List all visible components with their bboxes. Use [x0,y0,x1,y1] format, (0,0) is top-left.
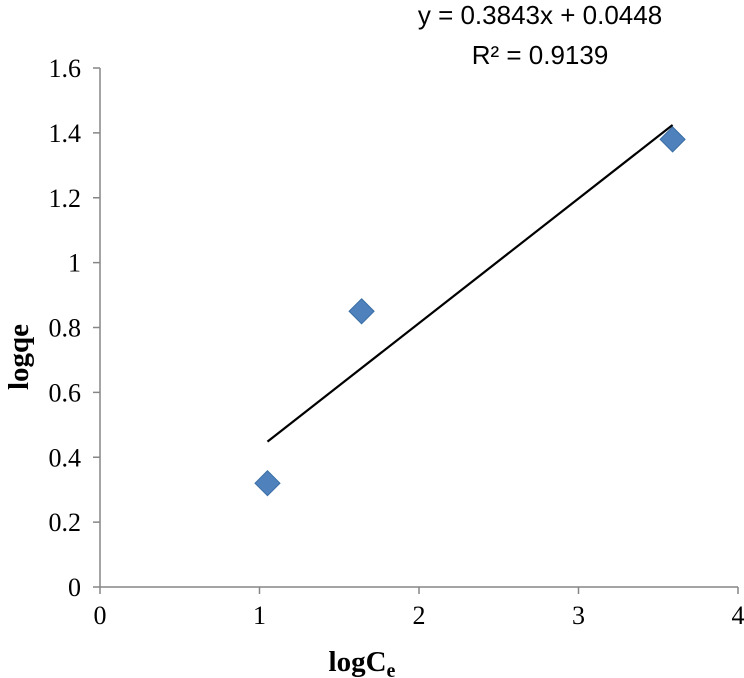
trendline-r-squared: R² = 0.9139 [472,40,609,70]
y-tick-label: 0.8 [49,314,82,343]
data-point [659,126,686,153]
x-axis-title: logCe [329,646,396,678]
x-tick-label: 0 [94,601,107,630]
trendline-equation: y = 0.3843x + 0.0448 [418,0,662,30]
x-tick-label: 1 [253,601,266,630]
data-points [254,126,686,497]
y-tick-label: 0.2 [49,508,82,537]
axes [99,68,738,588]
data-point [348,298,375,325]
trendline [266,124,674,443]
y-tick-label: 1.6 [49,54,82,83]
trendline-group [266,124,674,443]
y-tick-label: 0 [68,573,81,602]
data-point [254,469,281,497]
y-tick-label: 0.4 [49,443,82,472]
x-tick-label: 2 [413,601,426,630]
x-tick-label: 3 [572,601,585,630]
x-axis-title-subscript: e [387,660,396,678]
y-axis-title: logqe [3,324,35,390]
x-tick-label: 4 [732,601,744,630]
y-tick-label: 1.2 [49,184,82,213]
y-tick-label: 1 [68,249,81,278]
y-tick-label: 0.6 [49,378,82,407]
x-axis-title-main: logC [329,646,387,678]
ticks: 0 0.2 0.4 0.6 0.8 1 1.2 1.4 1.6 0 1 2 3 4 [49,54,744,630]
y-tick-label: 1.4 [49,119,82,148]
